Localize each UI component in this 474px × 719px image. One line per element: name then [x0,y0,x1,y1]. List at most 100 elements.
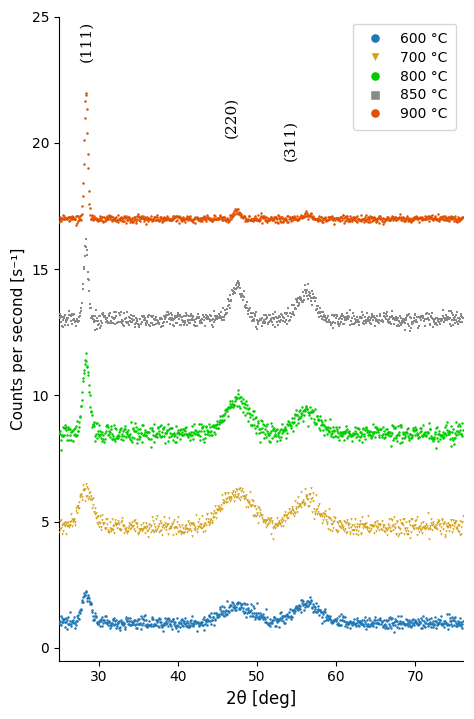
Point [363,614,371,626]
Point [378,214,386,225]
Point [128,618,136,630]
Point [457,308,465,320]
Point [345,311,353,323]
Point [173,317,181,329]
Point [73,420,80,431]
Point [59,525,66,536]
Point [160,311,168,322]
Point [61,520,69,531]
Point [263,216,271,227]
Point [112,311,120,322]
Point [334,318,341,329]
Point [429,433,437,444]
Point [155,518,163,530]
Point [212,213,219,224]
Point [161,212,168,224]
Point [73,211,81,222]
Point [126,211,133,223]
Point [149,213,157,224]
Point [358,306,365,318]
Point [423,614,431,626]
Point [458,316,466,328]
Point [440,214,448,225]
Point [173,427,181,439]
Point [107,620,115,631]
Point [189,620,197,631]
Point [210,306,218,317]
Point [123,527,131,539]
Point [427,621,434,633]
Point [68,318,76,329]
Point [117,615,125,627]
Point [439,618,447,630]
Point [447,522,454,533]
Point [442,525,449,536]
Point [219,410,227,421]
Point [152,431,160,442]
Point [417,618,424,629]
Point [215,502,222,513]
Point [73,313,81,325]
Point [236,278,243,289]
Point [432,422,439,434]
Point [137,210,145,221]
Point [365,213,373,224]
Point [135,613,143,625]
Point [453,522,460,533]
Point [451,427,458,439]
Point [72,219,80,231]
Point [332,524,340,536]
Point [97,214,105,226]
Point [255,503,263,514]
Point [120,520,128,531]
Point [174,308,182,319]
Point [265,618,273,629]
Point [141,315,149,326]
Point [371,617,378,628]
Point [382,620,389,631]
Point [290,416,297,428]
Point [299,211,307,223]
Point [242,302,249,313]
Point [419,211,426,222]
Point [221,487,228,498]
Point [419,521,427,532]
Point [56,516,64,527]
Point [64,423,72,435]
Point [95,618,102,630]
Point [379,519,387,531]
Point [218,489,226,500]
Point [114,517,122,528]
Point [210,316,218,327]
Point [257,314,265,326]
Point [87,493,94,505]
Point [315,500,322,511]
Point [210,421,218,432]
Point [337,523,345,534]
Point [319,606,327,618]
Point [221,407,228,418]
Point [259,516,267,528]
Point [68,425,76,436]
Point [71,519,79,531]
Point [285,416,293,428]
Point [245,303,252,314]
Point [267,513,274,524]
Point [337,316,344,328]
Point [108,214,115,226]
Point [369,615,376,627]
Point [267,313,274,325]
Point [366,429,374,441]
Point [253,507,260,518]
Point [182,213,189,224]
Point [443,521,450,532]
Point [135,320,143,331]
Point [209,215,216,226]
Point [187,434,194,445]
Point [91,213,99,224]
Point [104,620,112,631]
Point [267,425,274,436]
Point [389,211,397,222]
Point [175,617,183,628]
Point [287,214,294,225]
